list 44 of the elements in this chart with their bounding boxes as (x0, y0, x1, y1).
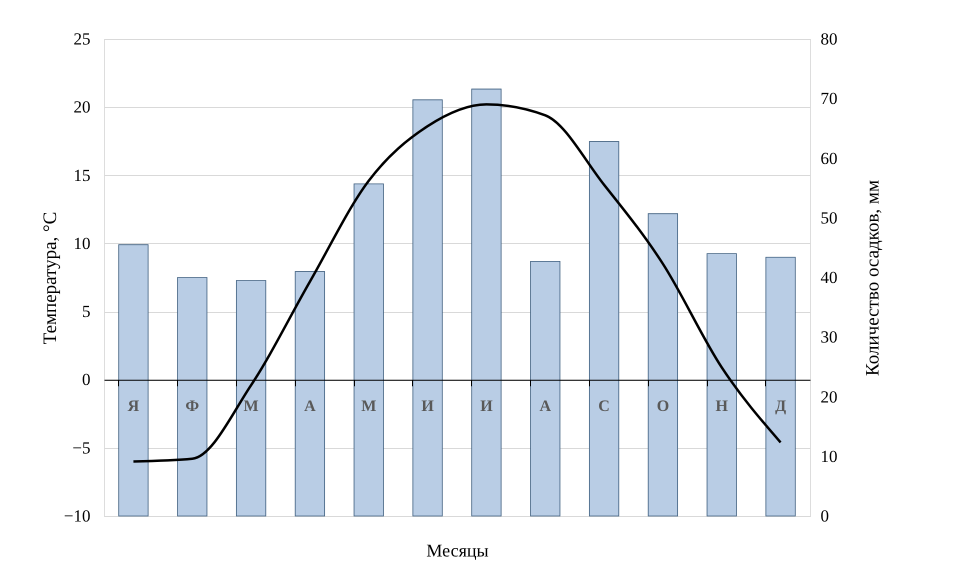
bar (118, 244, 149, 516)
x-tick-label: И (421, 398, 434, 416)
x-tick-label: И (480, 398, 494, 416)
x-tick-label: М (361, 398, 376, 416)
x-tick-label: А (304, 398, 316, 416)
y-tick-label: 0 (82, 370, 90, 390)
y2-tick-label: 20 (820, 387, 838, 406)
y-tick-label: −5 (72, 438, 90, 458)
bar (354, 183, 384, 516)
y-tick-label: 20 (74, 98, 90, 117)
bar (648, 213, 678, 516)
bar (412, 99, 443, 516)
y2-tick-label: 70 (820, 89, 838, 108)
y-tick-label: 10 (74, 234, 90, 253)
bar (588, 141, 620, 516)
bar (471, 88, 502, 516)
y2-axis-title: Количество осадков, мм (862, 180, 884, 376)
bar (236, 280, 266, 516)
x-tick-label: Я (128, 398, 140, 416)
y2-tick-label: 40 (820, 268, 838, 287)
y2-tick-label: 30 (820, 328, 838, 347)
bar (530, 261, 560, 516)
y2-tick-label: 0 (820, 506, 829, 526)
y-tick-label: 15 (74, 166, 90, 185)
x-tick-label: М (244, 398, 259, 416)
bar (765, 256, 796, 516)
y-axis-title: Температура, °C (40, 212, 61, 344)
x-tick-label: С (598, 398, 610, 416)
x-tick-label: Ф (185, 398, 200, 416)
y-tick-label: 5 (82, 302, 90, 322)
x-axis-title: Месяцы (426, 540, 489, 560)
y2-tick-label: 60 (820, 148, 838, 168)
x-tick-label: Д (775, 398, 786, 416)
bar (294, 271, 326, 516)
y2-tick-label: 10 (820, 446, 838, 466)
y-tick-label: −10 (64, 506, 90, 526)
bar (706, 253, 737, 516)
bar (177, 277, 208, 516)
x-tick-label: А (539, 398, 552, 416)
y-tick-label: 25 (74, 30, 90, 48)
y2-tick-label: 50 (820, 208, 838, 228)
x-tick-label: О (656, 398, 670, 416)
x-tick-label: Н (716, 398, 729, 416)
y2-tick-label: 80 (820, 30, 838, 48)
